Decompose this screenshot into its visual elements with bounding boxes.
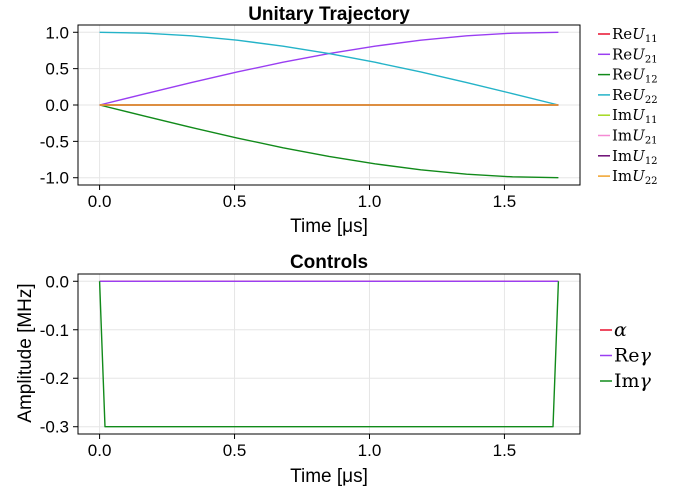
unitary-trajectory-legend-label: ReU22 xyxy=(612,86,658,106)
controls-y-axis-label: Amplitude [MHz] xyxy=(15,283,36,422)
controls-title: Controls xyxy=(290,252,368,273)
unitary-trajectory-legend-label: ImU21 xyxy=(612,127,658,147)
unitary-trajectory-series xyxy=(99,31,559,179)
unitary-trajectory-legend-item-im-u21: ImU21 xyxy=(598,127,658,147)
unitary-trajectory-title: Unitary Trajectory xyxy=(248,4,410,25)
unitary-trajectory-legend-label: ReU12 xyxy=(612,66,658,86)
unitary-trajectory-series-re-u22 xyxy=(99,31,559,106)
controls-y-tick-label: -0.1 xyxy=(40,321,69,340)
unitary-trajectory-legend-item-im-u12: ImU12 xyxy=(598,147,658,167)
unitary-trajectory-legend-label: ImU11 xyxy=(612,106,658,126)
controls-x-ticks: 0.0 0.5 1.0 1.5 xyxy=(88,434,516,460)
unitary-trajectory-y-tick-label: 0.5 xyxy=(45,60,69,79)
controls-y-tick-label: -0.3 xyxy=(40,418,69,437)
controls-series-imgamma xyxy=(98,281,560,428)
unitary-trajectory-legend-label: ImU12 xyxy=(612,147,658,167)
controls-y-ticks: 0.0 -0.1 -0.2 -0.3 xyxy=(40,272,78,437)
unitary-trajectory-y-tick-label: 0.0 xyxy=(45,96,69,115)
controls-legend-label: α xyxy=(614,319,627,341)
controls-x-tick-label: 1.5 xyxy=(493,441,517,460)
unitary-trajectory-legend-item-im-u11: ImU11 xyxy=(598,106,658,126)
unitary-trajectory-legend-item-re-u12: ReU12 xyxy=(598,66,658,86)
unitary-trajectory-x-tick-label: 1.0 xyxy=(358,192,382,211)
unitary-trajectory-x-tick-label: 1.5 xyxy=(493,192,517,211)
unitary-trajectory-legend-item-im-u22: ImU22 xyxy=(598,167,658,187)
controls-x-axis-label: Time [μs] xyxy=(290,466,368,487)
controls-plot-frame xyxy=(77,273,581,435)
unitary-trajectory-y-tick-label: -1.0 xyxy=(40,169,69,188)
unitary-trajectory-y-tick-label: -0.5 xyxy=(40,132,69,151)
unitary-trajectory-x-axis-label: Time [μs] xyxy=(290,216,368,237)
unitary-trajectory-legend-item-re-u11: ReU11 xyxy=(598,25,658,45)
unitary-trajectory-x-ticks: 0.0 0.5 1.0 1.5 xyxy=(88,185,516,211)
unitary-trajectory-legend-label: ReU11 xyxy=(612,25,658,45)
controls-legend-item-alpha: α xyxy=(600,319,627,341)
controls-series xyxy=(98,280,560,428)
controls-legend-item-regamma: Reγ xyxy=(600,345,652,367)
unitary-trajectory-legend-label: ImU22 xyxy=(612,167,658,187)
controls-legend: α Reγ Imγ xyxy=(600,319,652,392)
unitary-trajectory-series-re-u12 xyxy=(99,104,559,179)
unitary-trajectory-panel: Unitary Trajectory 0.0 0.5 1.0 1.5 1.00.50.… xyxy=(40,4,658,237)
unitary-trajectory-legend-item-re-u22: ReU22 xyxy=(598,86,658,106)
unitary-trajectory-y-tick-label: 1.0 xyxy=(45,23,69,42)
controls-y-tick-label: -0.2 xyxy=(40,369,69,388)
controls-panel: Controls 0.0 0.5 1.0 1.5 0.0 -0.1 -0.2 -0.3 Ti… xyxy=(15,252,652,487)
controls-y-tick-label: 0.0 xyxy=(45,272,69,291)
unitary-trajectory-x-tick-label: 0.0 xyxy=(88,192,112,211)
unitary-trajectory-legend-item-re-u21: ReU21 xyxy=(598,45,658,65)
controls-legend-label: Imγ xyxy=(614,370,652,392)
unitary-trajectory-x-tick-label: 0.5 xyxy=(223,192,247,211)
controls-x-tick-label: 0.5 xyxy=(223,441,247,460)
unitary-trajectory-y-ticks: 1.0 0.5 0.0 -0.5 -1.0 xyxy=(40,23,78,188)
unitary-trajectory-legend-label: ReU21 xyxy=(612,45,658,65)
controls-legend-item-imgamma: Imγ xyxy=(600,370,652,392)
controls-x-tick-label: 1.0 xyxy=(358,441,382,460)
controls-legend-label: Reγ xyxy=(614,345,652,367)
controls-x-tick-label: 0.0 xyxy=(88,441,112,460)
